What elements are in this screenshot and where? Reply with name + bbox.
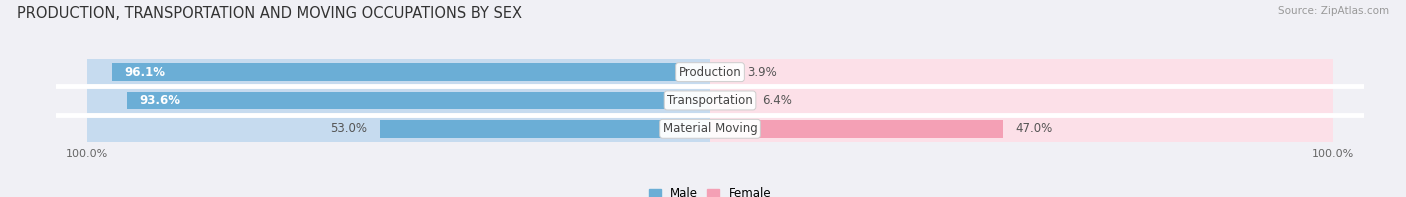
Text: 6.4%: 6.4% [762,94,792,107]
Bar [710,120,1002,138]
Bar [710,92,749,109]
Bar [380,120,710,138]
Bar [710,63,734,81]
Bar [87,115,710,142]
Text: Material Moving: Material Moving [662,122,758,135]
Text: Transportation: Transportation [668,94,752,107]
Text: 96.1%: 96.1% [124,66,165,79]
Bar [710,59,1333,85]
Bar [87,59,710,85]
Text: 93.6%: 93.6% [139,94,181,107]
Text: 53.0%: 53.0% [330,122,367,135]
Text: PRODUCTION, TRANSPORTATION AND MOVING OCCUPATIONS BY SEX: PRODUCTION, TRANSPORTATION AND MOVING OC… [17,6,522,21]
Text: Source: ZipAtlas.com: Source: ZipAtlas.com [1278,6,1389,16]
Bar [111,63,710,81]
Text: Production: Production [679,66,741,79]
Bar [710,115,1333,142]
Bar [127,92,710,109]
Legend: Male, Female: Male, Female [644,183,776,197]
Text: 3.9%: 3.9% [747,66,776,79]
Text: 47.0%: 47.0% [1015,122,1052,135]
Bar [87,87,710,114]
Bar [710,87,1333,114]
